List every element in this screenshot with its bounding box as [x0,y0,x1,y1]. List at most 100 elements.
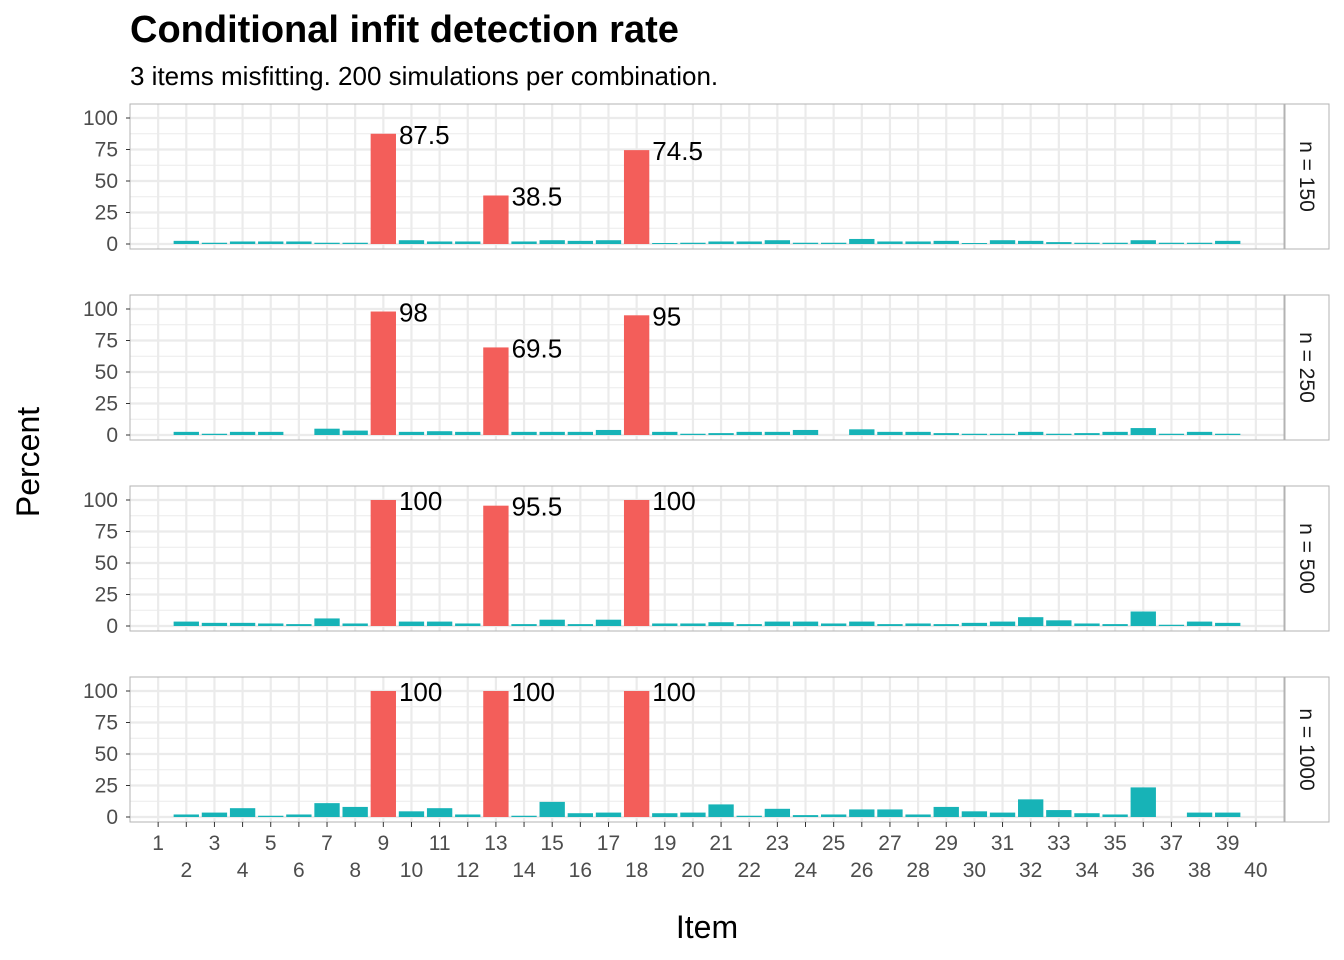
bar-item-17 [595,812,622,817]
bar-item-38 [1186,621,1213,626]
bar-item-34 [1074,433,1100,435]
x-tick-label: 13 [484,832,507,855]
bar-item-35 [1102,624,1128,626]
x-tick-label: 31 [991,832,1014,855]
bar-item-39 [1215,622,1241,626]
bar-item-17 [595,240,622,244]
y-tick-label: 50 [95,170,118,193]
bar-item-21 [708,622,734,626]
data-label-item-18: 100 [652,486,695,516]
bar-item-19 [652,431,678,435]
bar-item-33 [1046,242,1072,244]
bar-item-4 [229,431,256,435]
panel-background [130,295,1284,440]
bar-item-24 [792,621,819,626]
bar-item-11 [426,621,453,626]
bar-item-25 [820,623,847,626]
bar-item-28 [905,814,931,817]
x-tick-label: 2 [180,859,192,882]
bar-item-10 [398,431,425,435]
bar-item-6 [286,624,312,626]
x-tick-label: 14 [512,859,536,882]
bar-item-3 [201,812,228,817]
bar-item-20 [680,242,706,244]
y-axis-title: Percent [10,407,46,517]
x-tick-label: 8 [349,859,361,882]
y-tick-label: 50 [95,743,118,766]
bar-item-26 [849,429,875,435]
bar-item-34 [1074,813,1100,817]
x-tick-label: 21 [709,832,732,855]
y-tick-label: 75 [95,139,118,162]
facet-panel: 87.5 38.5 74.5 n = 150 0 25 50 75 100 [83,103,1330,256]
panel-background [130,677,1284,822]
bar-item-37 [1158,242,1185,244]
bar-item-12 [455,623,481,626]
bar-item-12 [455,241,481,244]
bar-item-4 [229,622,256,626]
panel-border [129,485,1285,632]
x-tick-label: 7 [321,832,333,855]
y-tick-label: 75 [95,330,118,353]
bar-item-15 [539,240,565,244]
bar-item-17 [595,429,622,435]
bar-item-7 [314,803,340,817]
data-label-item-9: 98 [399,298,428,328]
bar-item-31 [989,621,1016,626]
bar-item-33 [1046,433,1072,435]
bar-item-11 [426,241,453,244]
x-tick-label: 27 [878,832,901,855]
x-tick-label: 32 [1019,859,1042,882]
x-tick-label: 39 [1216,832,1239,855]
bar-item-27 [877,624,903,626]
facet-strip [1284,485,1330,632]
bar-item-38 [1186,431,1213,435]
bar-item-26 [849,809,875,817]
x-tick-label: 33 [1047,832,1070,855]
bar-item-16 [567,624,594,626]
x-tick-label: 12 [456,859,479,882]
bar-item-16 [567,813,594,817]
bar-item-29 [933,624,959,626]
bar-item-23 [764,621,791,626]
bar-item-3 [201,242,228,244]
bar-item-22 [736,624,762,626]
x-tick-label: 30 [963,859,986,882]
facet-strip-label: n = 500 [1295,523,1318,594]
data-label-item-13: 69.5 [512,333,563,363]
x-tick-label: 19 [653,832,676,855]
y-tick-label: 0 [106,424,118,447]
y-tick-label: 100 [83,107,118,130]
bar-item-10 [398,811,425,817]
bar-item-18 [623,315,650,435]
bar-item-29 [933,806,959,817]
x-tick-label: 15 [541,832,564,855]
bar-item-26 [849,621,875,626]
bar-item-18 [623,150,650,244]
panel-background [130,486,1284,631]
x-tick-label: 28 [906,859,929,882]
bar-item-34 [1074,242,1100,244]
bar-item-32 [1018,240,1044,244]
bar-item-8 [342,430,368,435]
bar-item-35 [1102,431,1128,435]
bar-item-15 [539,619,565,626]
bar-item-2 [173,621,199,626]
panel-border [129,294,1285,441]
x-axis: 1234567891011121314151617181920212223242… [152,822,1268,882]
facet-panels: 87.5 38.5 74.5 n = 150 0 25 50 75 100 98 69.5 95 n =… [83,103,1330,829]
bar-item-9 [370,133,396,244]
bar-item-27 [877,431,903,435]
bar-item-5 [258,431,284,435]
x-tick-label: 35 [1103,832,1126,855]
bar-item-28 [905,241,931,244]
bar-item-37 [1158,624,1185,626]
x-tick-label: 3 [209,832,221,855]
y-tick-label: 100 [83,298,118,321]
bar-item-20 [680,623,706,626]
y-tick-label: 100 [83,489,118,512]
bar-item-36 [1130,787,1156,817]
x-tick-label: 10 [400,859,423,882]
bar-item-38 [1186,812,1213,817]
